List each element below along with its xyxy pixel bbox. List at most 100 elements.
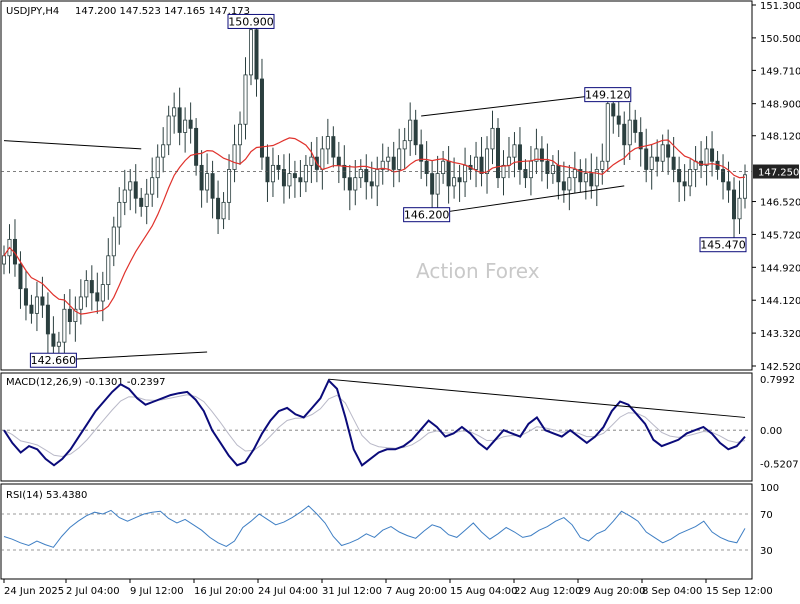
candle-body <box>303 164 308 183</box>
price-layer: 150.900 149.120 146.200 145.470 142.660 <box>1 13 752 368</box>
candle-body <box>177 107 182 133</box>
candle-body <box>743 174 748 199</box>
candle-body <box>391 156 396 170</box>
price-annotation-box <box>227 13 275 29</box>
x-tick-label: 7 Aug 20:00 <box>386 586 447 597</box>
macd-layer: 0.7992 0.00 -0.5207 <box>1 375 799 470</box>
macd-title: MACD(12,26,9) -0.1301 -0.2397 <box>6 377 166 388</box>
watermark: Action Forex <box>416 259 540 283</box>
candle-body <box>737 197 742 220</box>
candle-body <box>281 169 286 187</box>
candle-body <box>457 177 462 183</box>
price-annotation-box <box>403 207 451 223</box>
current-price-tag <box>753 164 799 179</box>
price-annotation: 145.470 <box>700 239 746 252</box>
candle-body <box>506 156 511 166</box>
candle-body <box>528 160 533 179</box>
x-tick-label: 9 Jul 12:00 <box>130 586 184 597</box>
candle-body <box>485 148 490 174</box>
candle-body <box>270 164 275 183</box>
candle-body <box>688 169 693 187</box>
rsi-tick-label: 70 <box>760 510 773 521</box>
candle-body <box>517 144 522 170</box>
current-price-label: 147.250 <box>758 168 799 179</box>
macd-tick-label: 0.7992 <box>760 375 795 386</box>
price-tick-label: 142.520 <box>760 362 800 373</box>
x-tick-label: 22 Aug 12:00 <box>514 586 581 597</box>
candle-body <box>144 193 149 207</box>
candle-body <box>73 308 78 322</box>
price-annotation: 150.900 <box>228 15 274 28</box>
candle-body <box>732 189 737 220</box>
candle-body <box>227 169 232 203</box>
candle-body <box>572 169 577 179</box>
candle-body <box>106 255 111 285</box>
candle-body <box>117 201 122 228</box>
price-tick-label: 151.300 <box>760 1 800 12</box>
candle-body <box>402 140 407 150</box>
rsi-layer: 100 70 30 <box>1 483 779 557</box>
candle-body <box>194 127 199 166</box>
x-tick-label: 24 Jun 2025 <box>4 586 64 597</box>
price-panel-frame <box>0 0 753 371</box>
candle-body <box>550 164 555 174</box>
candle-body <box>605 103 610 162</box>
rsi-line <box>3 505 746 548</box>
price-tick-label: 145.720 <box>760 230 800 241</box>
candle-body <box>331 136 336 158</box>
price-tick-label: 148.900 <box>760 100 800 111</box>
candle-body <box>539 148 544 162</box>
candle-body <box>386 156 391 162</box>
candle-body <box>589 173 594 187</box>
candle-body <box>660 144 665 162</box>
candle-body <box>419 144 424 162</box>
candle-body <box>265 156 270 183</box>
candle-body <box>336 156 341 166</box>
candle-body <box>600 160 605 170</box>
candle-body <box>633 119 638 133</box>
candle-body <box>166 115 171 146</box>
price-tick-label: 143.320 <box>760 329 800 340</box>
candle-body <box>254 29 259 80</box>
price-annotation: 149.120 <box>585 89 631 102</box>
candle-body <box>380 160 385 170</box>
price-annotation: 142.660 <box>31 354 77 367</box>
candle-body <box>84 280 89 298</box>
candle-body <box>325 136 330 150</box>
price-tick-label: 148.120 <box>760 132 800 143</box>
price-annotation-box <box>699 237 747 253</box>
candle-body <box>627 119 632 146</box>
x-tick-label: 8 Sep 04:00 <box>642 586 702 597</box>
candle-body <box>78 296 83 310</box>
rsi-panel-frame <box>0 483 753 580</box>
candle-body <box>369 181 374 187</box>
candle-body <box>424 160 429 174</box>
candle-body <box>534 148 539 162</box>
candle-body <box>259 78 264 158</box>
macd-panel-frame <box>0 372 753 482</box>
candle-body <box>490 127 495 150</box>
candle-body <box>655 156 660 162</box>
candle-body <box>638 132 643 150</box>
candle-body <box>375 169 380 187</box>
candle-body <box>139 197 144 207</box>
candle-body <box>545 160 550 174</box>
ohlc-values: 147.200 147.523 147.165 147.173 <box>75 6 250 17</box>
candle-body <box>583 173 588 183</box>
candle-body <box>452 177 457 187</box>
candle-body <box>364 169 369 183</box>
candle-body <box>611 103 616 117</box>
macd-trendline <box>328 378 746 418</box>
candle-body <box>62 308 67 343</box>
trendline <box>3 140 142 150</box>
candle-body <box>594 169 599 187</box>
candle-body <box>155 156 160 179</box>
price-annotation: 146.200 <box>404 209 450 222</box>
rsi-tick-label: 30 <box>760 546 773 557</box>
candle-body <box>430 173 435 195</box>
axis-layer: 151.300 150.500 149.710 148.900 148.120 146.5… <box>3 1 800 597</box>
candle-body <box>243 74 248 125</box>
candle-body <box>292 173 297 179</box>
candle-body <box>682 181 687 187</box>
